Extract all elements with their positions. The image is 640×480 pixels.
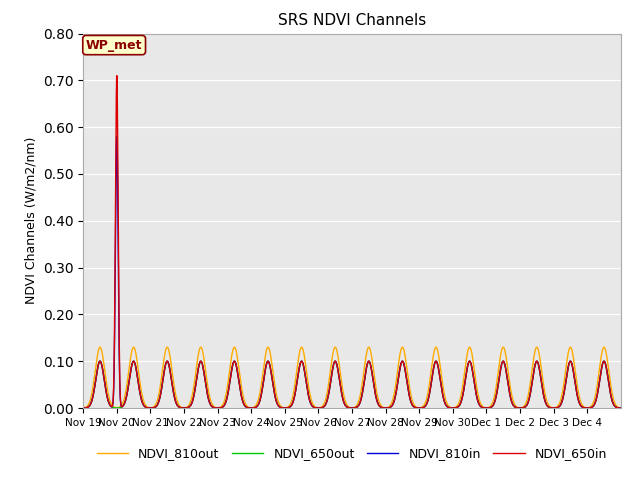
NDVI_810in xyxy=(611,403,619,409)
Line: NDVI_650in: NDVI_650in xyxy=(83,76,621,408)
Line: NDVI_810out: NDVI_810out xyxy=(83,347,621,408)
NDVI_650in xyxy=(79,405,87,411)
NDVI_650in xyxy=(189,395,197,400)
NDVI_650in xyxy=(468,367,476,372)
NDVI_650out xyxy=(502,371,510,376)
NDVI_810in xyxy=(113,133,121,139)
Line: NDVI_810in: NDVI_810in xyxy=(83,136,621,408)
NDVI_810in xyxy=(617,405,625,411)
NDVI_650in xyxy=(502,371,510,376)
NDVI_810out xyxy=(468,353,476,359)
Legend: NDVI_810out, NDVI_650out, NDVI_810in, NDVI_650in: NDVI_810out, NDVI_650out, NDVI_810in, ND… xyxy=(92,443,612,466)
NDVI_810out xyxy=(611,400,619,406)
NDVI_810out xyxy=(79,405,87,411)
NDVI_650out xyxy=(468,367,476,372)
NDVI_810out xyxy=(502,357,510,363)
NDVI_650out xyxy=(96,359,104,364)
Title: SRS NDVI Channels: SRS NDVI Channels xyxy=(278,13,426,28)
NDVI_810out xyxy=(189,386,197,392)
NDVI_650in xyxy=(421,404,429,409)
NDVI_650out xyxy=(535,363,543,369)
NDVI_810in xyxy=(189,395,197,400)
Y-axis label: NDVI Channels (W/m2/nm): NDVI Channels (W/m2/nm) xyxy=(24,137,37,304)
NDVI_810in xyxy=(502,371,510,376)
NDVI_810out xyxy=(617,405,625,411)
NDVI_810out xyxy=(96,344,104,350)
NDVI_650out xyxy=(611,403,619,409)
NDVI_810out xyxy=(421,401,429,407)
NDVI_650out xyxy=(189,395,197,400)
NDVI_650in xyxy=(535,363,543,369)
NDVI_650in xyxy=(113,73,121,79)
NDVI_810in xyxy=(468,367,476,372)
NDVI_650in xyxy=(617,405,625,411)
NDVI_810in xyxy=(421,404,429,409)
Text: WP_met: WP_met xyxy=(86,38,142,51)
NDVI_650out xyxy=(617,405,625,411)
NDVI_810in xyxy=(535,363,543,369)
NDVI_650out xyxy=(421,404,429,409)
NDVI_810out xyxy=(535,349,543,355)
NDVI_650out xyxy=(79,405,87,411)
NDVI_650in xyxy=(611,403,619,409)
NDVI_810in xyxy=(79,405,87,411)
Line: NDVI_650out: NDVI_650out xyxy=(83,361,621,408)
